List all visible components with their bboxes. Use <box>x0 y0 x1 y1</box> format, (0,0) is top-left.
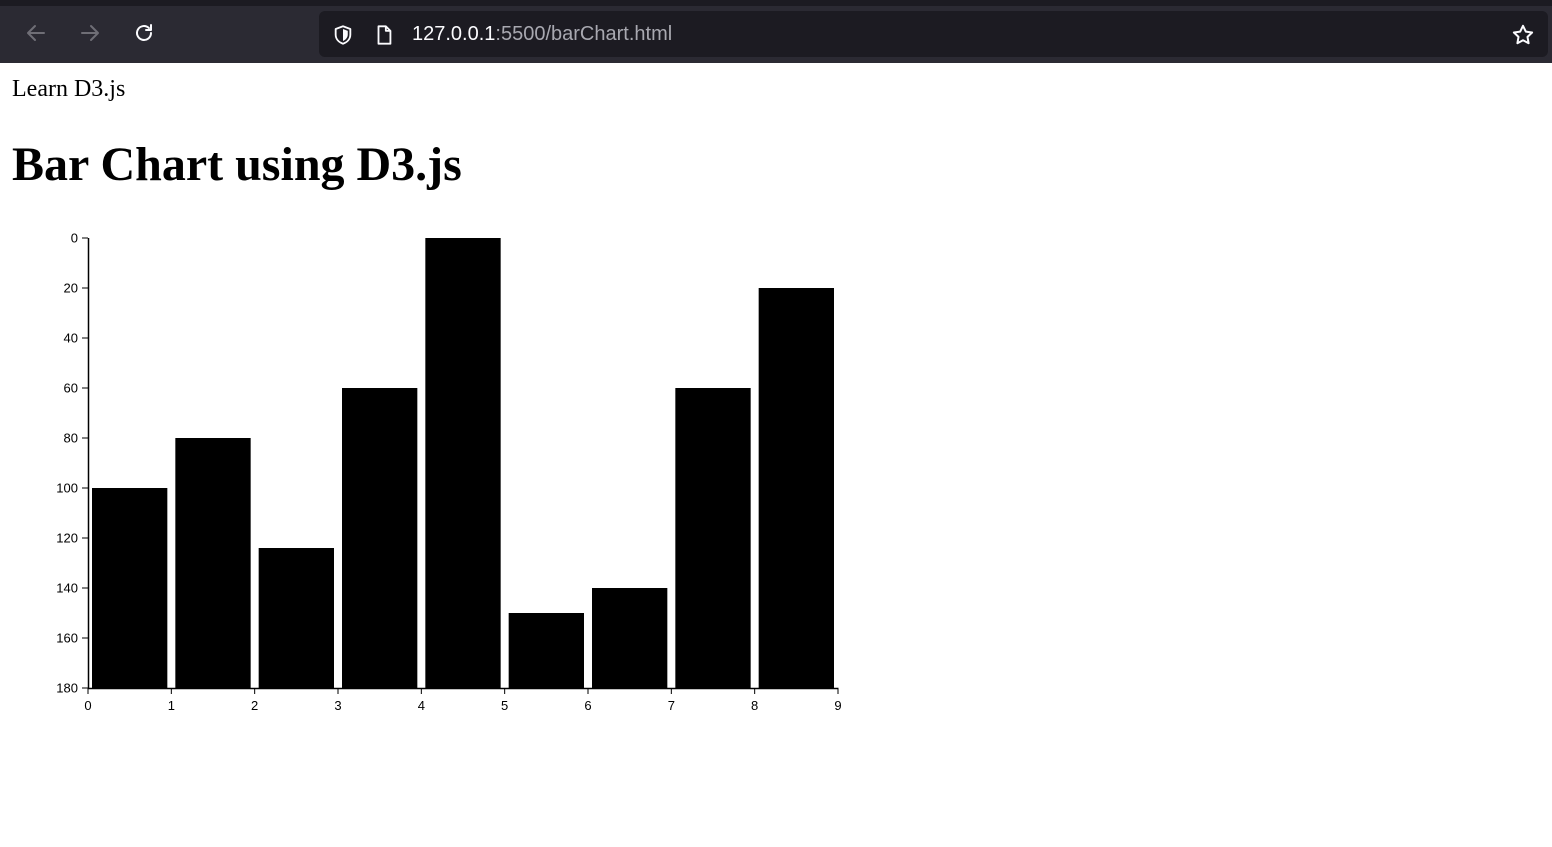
page-top-text: Learn D3.js <box>12 76 126 102</box>
page-title: Bar Chart using D3.js <box>12 138 462 191</box>
x-tick-label: 8 <box>751 698 758 713</box>
star-icon[interactable] <box>1511 23 1535 47</box>
y-tick-label: 180 <box>56 681 78 696</box>
back-button[interactable] <box>21 18 51 48</box>
forward-button[interactable] <box>75 18 105 48</box>
y-tick-label: 140 <box>56 581 78 596</box>
y-tick-label: 40 <box>64 331 78 346</box>
reload-icon <box>136 24 152 41</box>
y-tick-label: 0 <box>71 231 78 246</box>
browser-toolbar: 127.0.0.1:5500/barChart.html <box>0 0 1552 63</box>
y-tick-label: 120 <box>56 531 78 546</box>
x-tick-label: 4 <box>418 698 425 713</box>
x-tick-label: 5 <box>501 698 508 713</box>
bar <box>175 438 251 688</box>
back-arrow-icon <box>27 25 45 41</box>
shield-icon[interactable] <box>332 24 354 46</box>
x-tick-label: 6 <box>584 698 591 713</box>
bar <box>425 238 501 688</box>
x-tick-label: 0 <box>84 698 91 713</box>
bar <box>758 288 834 688</box>
x-tick-label: 2 <box>251 698 258 713</box>
y-tick-label: 60 <box>64 381 78 396</box>
y-tick-label: 80 <box>64 431 78 446</box>
address-bar[interactable]: 127.0.0.1:5500/barChart.html <box>319 11 1548 57</box>
bar <box>592 588 668 688</box>
y-tick-label: 160 <box>56 631 78 646</box>
bar <box>258 548 334 688</box>
url-text[interactable]: 127.0.0.1:5500/barChart.html <box>412 21 672 47</box>
y-tick-label: 20 <box>64 281 78 296</box>
bar <box>92 488 168 688</box>
y-tick-label: 100 <box>56 481 78 496</box>
url-path: :5500/barChart.html <box>495 23 673 45</box>
x-tick-label: 1 <box>168 698 175 713</box>
reload-button[interactable] <box>129 18 159 48</box>
bar-chart: 0 20 40 60 80 100 120 140 160 180 0 1 2 3 4 5 6 7 8 9 <box>56 231 841 714</box>
x-tick-label: 7 <box>668 698 675 713</box>
url-host: 127.0.0.1 <box>412 23 496 45</box>
bar <box>342 388 418 688</box>
bar <box>508 613 584 688</box>
forward-arrow-icon <box>81 25 99 41</box>
page-icon[interactable] <box>373 24 395 46</box>
bar <box>675 388 751 688</box>
x-tick-label: 3 <box>334 698 341 713</box>
x-tick-label: 9 <box>834 698 841 713</box>
